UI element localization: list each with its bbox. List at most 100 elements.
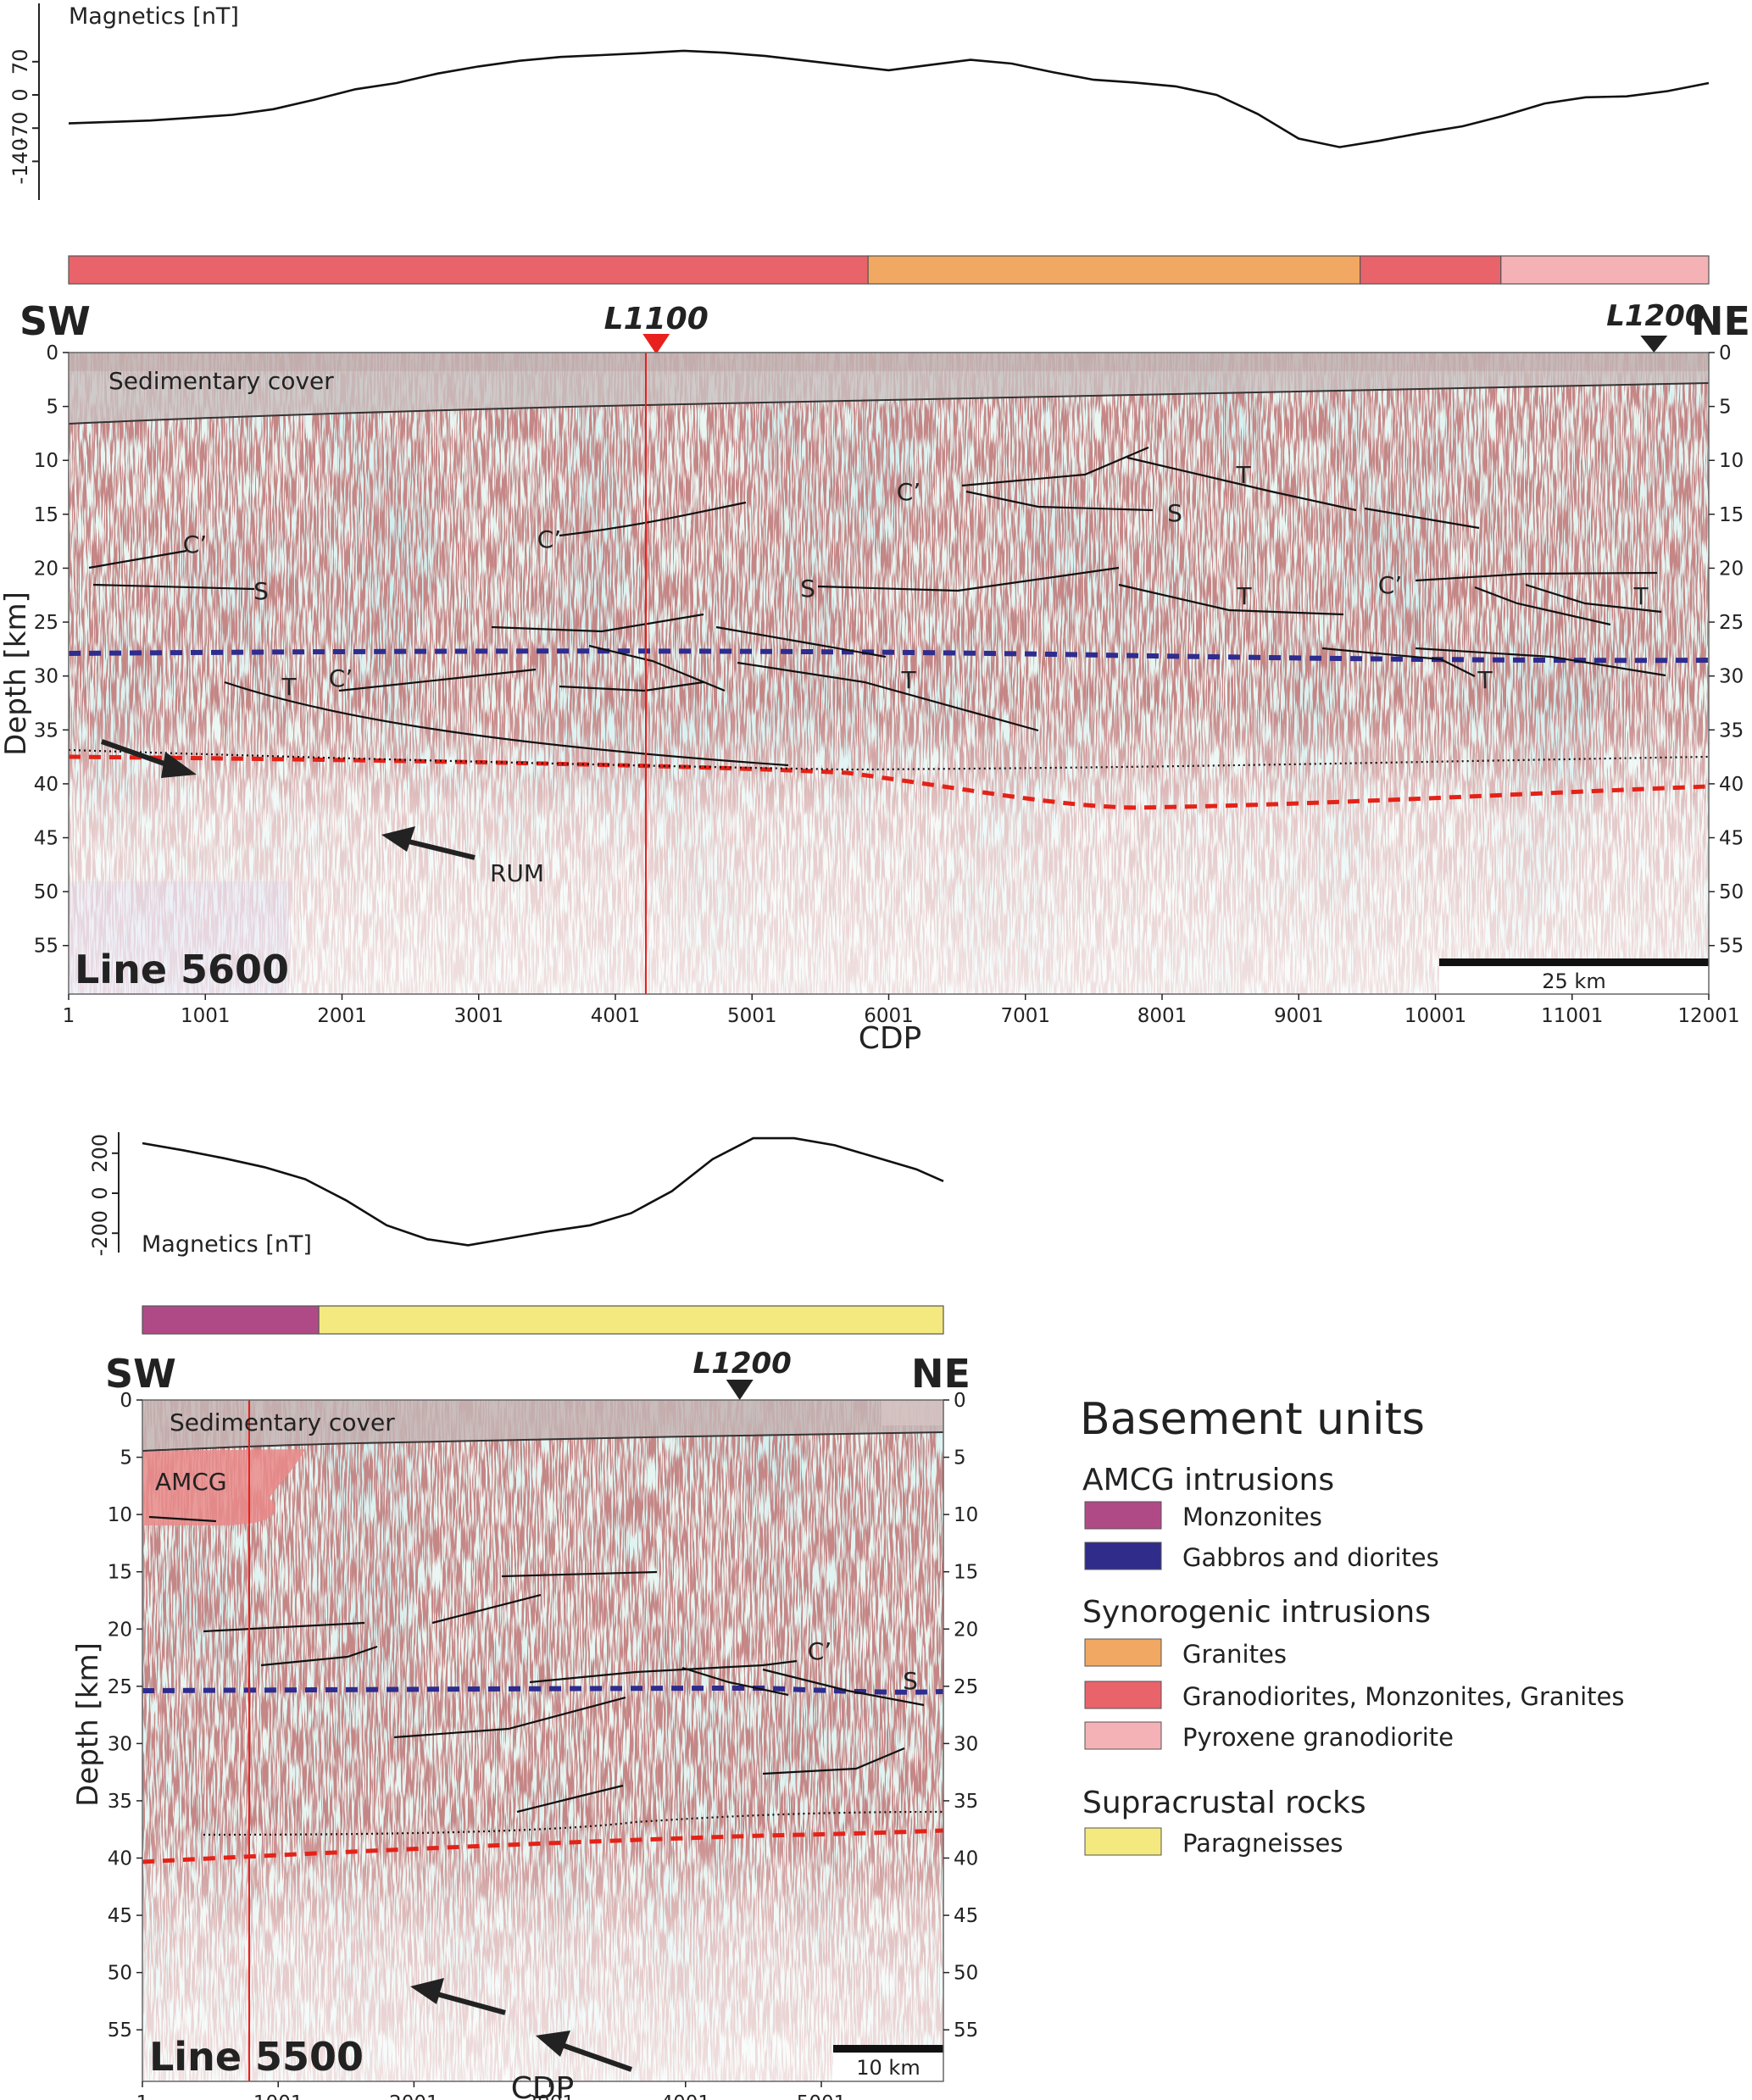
sedimentary-cover: [69, 353, 1709, 424]
depth-tick-label: 55: [34, 936, 58, 958]
interpreted-reflectors: [148, 1515, 925, 1814]
legend-swatch: [1084, 1542, 1162, 1570]
depth-tick-label: 15: [108, 1562, 132, 1584]
magnetics-label: Magnetics [nT]: [142, 1231, 312, 1258]
reflector-labels: C’ S C’ C’ S T S T C’ T T C’ T T RUM: [183, 461, 1649, 887]
legend-item-label: Paragneisses: [1182, 1829, 1343, 1858]
reflector-label: T: [1477, 666, 1493, 694]
depth-tick-label: 5: [46, 397, 58, 419]
basement-units-legend: Basement units AMCG intrusions Monzonites…: [1080, 1394, 1624, 1858]
cdp-tick-label: 5001: [727, 1005, 777, 1027]
reflector-label: T: [1235, 461, 1251, 489]
depth-tick-label: 0: [1719, 342, 1732, 364]
basement-unit-segment: [1500, 255, 1710, 285]
basement-unit-segment: [68, 255, 869, 285]
legend-item-label: Monzonites: [1182, 1503, 1322, 1531]
interpreted-reflectors: [88, 446, 1666, 767]
moho-dashed-line: [69, 754, 1709, 810]
legend-title: Basement units: [1080, 1394, 1425, 1445]
depth-tick-label: 30: [1719, 666, 1744, 688]
depth-tick-label: 0: [954, 1390, 966, 1412]
line-5500-seismic-section: 10 km: [142, 1400, 943, 2081]
depth-tick-label: 50: [1719, 881, 1744, 903]
ne-label: NE: [911, 1351, 971, 1397]
reflector-label: T: [1632, 582, 1649, 610]
reflector-label: T: [900, 666, 916, 694]
cdp-tick-label: 8001: [1137, 1005, 1187, 1027]
cdp-tick-label: 11001: [1541, 1005, 1603, 1027]
cdp-tick-label: 5001: [797, 2092, 847, 2100]
scale-bar-label: 10 km: [856, 2056, 920, 2080]
legend-swatch: [1084, 1827, 1162, 1856]
scale-bar-label: 25 km: [1542, 969, 1605, 993]
legend-groups: AMCG intrusions Monzonites Gabbros and dio…: [1082, 1463, 1624, 1858]
depth-tick-label: 50: [34, 881, 58, 903]
line-title: Line 5600: [75, 947, 289, 992]
magnetics-tick-label: 0: [88, 1186, 112, 1199]
cdp-tick-label: 3001: [525, 2092, 575, 2100]
magnetics-profile-line: [68, 49, 1710, 148]
depth-tick-label: 35: [34, 719, 58, 742]
cdp-tick-label: 1001: [181, 1005, 231, 1027]
cdp-tick-label: 1001: [253, 2092, 303, 2100]
legend-item-label: Granodiorites, Monzonites, Granites: [1182, 1682, 1624, 1711]
amcg-label: AMCG: [155, 1468, 227, 1496]
ne-label: NE: [1691, 298, 1750, 344]
depth-tick-label: 0: [46, 342, 58, 364]
depth-tick-label: 25: [34, 612, 58, 634]
depth-tick-label: 15: [34, 504, 58, 526]
depth-tick-label: 10: [954, 1504, 978, 1526]
depth-tick-label: 0: [120, 1390, 132, 1412]
cdp-tick-label: 4001: [591, 1005, 641, 1027]
line-5600-panel: Magnetics [nT] 70 0 -70-140 SW NE L1100 L1…: [0, 3, 1750, 1056]
depth-tick-label: 45: [954, 1905, 978, 1927]
basement-unit-segment: [1360, 255, 1502, 285]
magnetics-profile-line: [142, 1136, 944, 1247]
line-title: Line 5500: [149, 2034, 364, 2080]
line-5600-magnetics-plot: Magnetics [nT] 70 0 -70-140: [8, 3, 1710, 200]
reflector-label: C’: [897, 478, 920, 506]
cdp-tick-label: 4001: [661, 2092, 711, 2100]
depth-tick-label: 15: [1719, 504, 1744, 526]
cdp-tick-label: 9001: [1274, 1005, 1324, 1027]
depth-tick-label: 25: [108, 1676, 132, 1698]
reflector-label: S: [800, 575, 815, 603]
depth-tick-label: 55: [1719, 936, 1744, 958]
legend-item-label: Pyroxene granodiorite: [1182, 1723, 1454, 1752]
sedimentary-cover-label: Sedimentary cover: [170, 1408, 395, 1436]
gabbro-boundary-dashed-line: [142, 1685, 943, 1695]
depth-tick-label: 5: [120, 1447, 132, 1469]
depth-tick-label: 40: [954, 1848, 978, 1870]
crossing-l1100-marker-icon: [642, 334, 670, 354]
reflector-label: C’: [808, 1637, 832, 1665]
crossing-l1100-label: L1100: [604, 302, 709, 336]
depth-tick-label: 55: [954, 2019, 978, 2042]
line-5600-basement-units-bar: [68, 255, 1710, 285]
amcg-intrusion-body: [142, 1449, 305, 1525]
cdp-tick-label: 3001: [453, 1005, 503, 1027]
legend-swatch: [1084, 1721, 1162, 1750]
cdp-tick-label: 1: [63, 1005, 75, 1027]
cdp-axis-label: CDP: [511, 2071, 575, 2100]
legend-item-label: Gabbros and diorites: [1182, 1543, 1439, 1572]
depth-tick-label: 10: [1719, 450, 1744, 472]
sw-label: SW: [105, 1351, 176, 1397]
depth-tick-label: 20: [34, 558, 58, 580]
sw-label: SW: [19, 298, 91, 344]
depth-tick-label: 50: [108, 1963, 132, 1985]
depth-tick-label: 10: [34, 450, 58, 472]
reflector-label: S: [1167, 499, 1182, 527]
sedimentary-cover: [142, 1400, 943, 1451]
depth-tick-label: 15: [954, 1562, 978, 1584]
scale-bar: 25 km: [1439, 958, 1709, 994]
depth-tick-label: 30: [108, 1733, 132, 1755]
depth-tick-label: 45: [108, 1905, 132, 1927]
depth-tick-label: 40: [1719, 774, 1744, 796]
basement-unit-segment: [318, 1305, 944, 1335]
reflection-moho-dotted-line: [69, 748, 1709, 771]
depth-tick-label: 25: [954, 1676, 978, 1698]
cdp-tick-label: 6001: [864, 1005, 914, 1027]
depth-tick-label: 55: [108, 2019, 132, 2042]
